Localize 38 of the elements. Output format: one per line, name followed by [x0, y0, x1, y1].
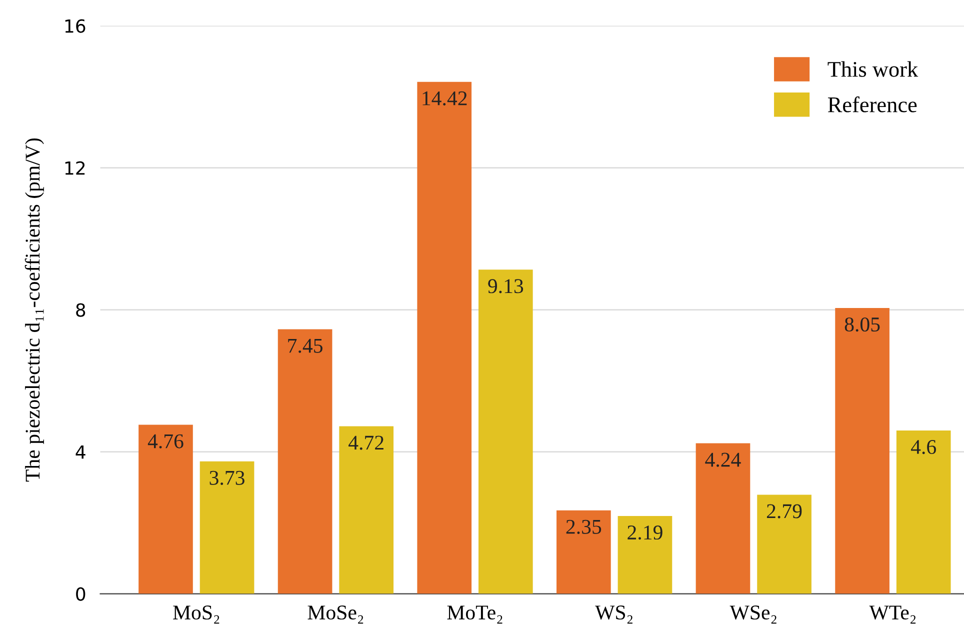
bar — [278, 329, 332, 594]
x-tick-label: MoSe₂ — [308, 606, 364, 624]
bar — [618, 516, 672, 594]
data-label: 4.76 — [148, 434, 184, 448]
y-tick-label: 8 — [76, 303, 86, 317]
bar — [896, 430, 951, 594]
bar — [339, 426, 394, 594]
data-label: 4.6 — [910, 440, 936, 454]
y-tick-label: 0 — [76, 587, 86, 601]
x-tick-label: WSe₂ — [730, 606, 776, 624]
x-tick-label: WTe₂ — [869, 606, 916, 624]
data-label: 14.42 — [422, 91, 467, 106]
legend-label: Reference — [828, 96, 917, 112]
data-label: 2.79 — [766, 504, 802, 518]
data-label: 8.05 — [844, 317, 880, 332]
y-tick-label: 4 — [76, 445, 86, 459]
data-label: 9.13 — [488, 279, 524, 294]
data-label: 2.35 — [566, 520, 602, 534]
bar — [757, 494, 812, 594]
x-tick-label: MoS₂ — [173, 606, 220, 624]
legend-label: This work — [828, 61, 918, 77]
bar — [835, 308, 890, 594]
bar — [200, 461, 254, 594]
x-tick-label: WS₂ — [595, 606, 632, 624]
bar — [696, 443, 750, 594]
x-tick-label: MoTe₂ — [447, 606, 502, 624]
data-label: 3.73 — [210, 470, 244, 485]
data-label: 4.24 — [705, 452, 741, 467]
y-tick-label: 16 — [65, 19, 86, 33]
bar — [138, 424, 193, 594]
bar — [556, 510, 611, 594]
data-label: 2.19 — [628, 526, 662, 540]
bar — [478, 270, 533, 594]
y-axis-title: The piezoelectric d₁₁-coefficients (pm/V) — [24, 138, 44, 482]
data-label: 4.72 — [348, 436, 384, 450]
data-label: 7.45 — [288, 338, 322, 353]
bar — [417, 82, 472, 594]
y-tick-label: 12 — [65, 161, 85, 175]
